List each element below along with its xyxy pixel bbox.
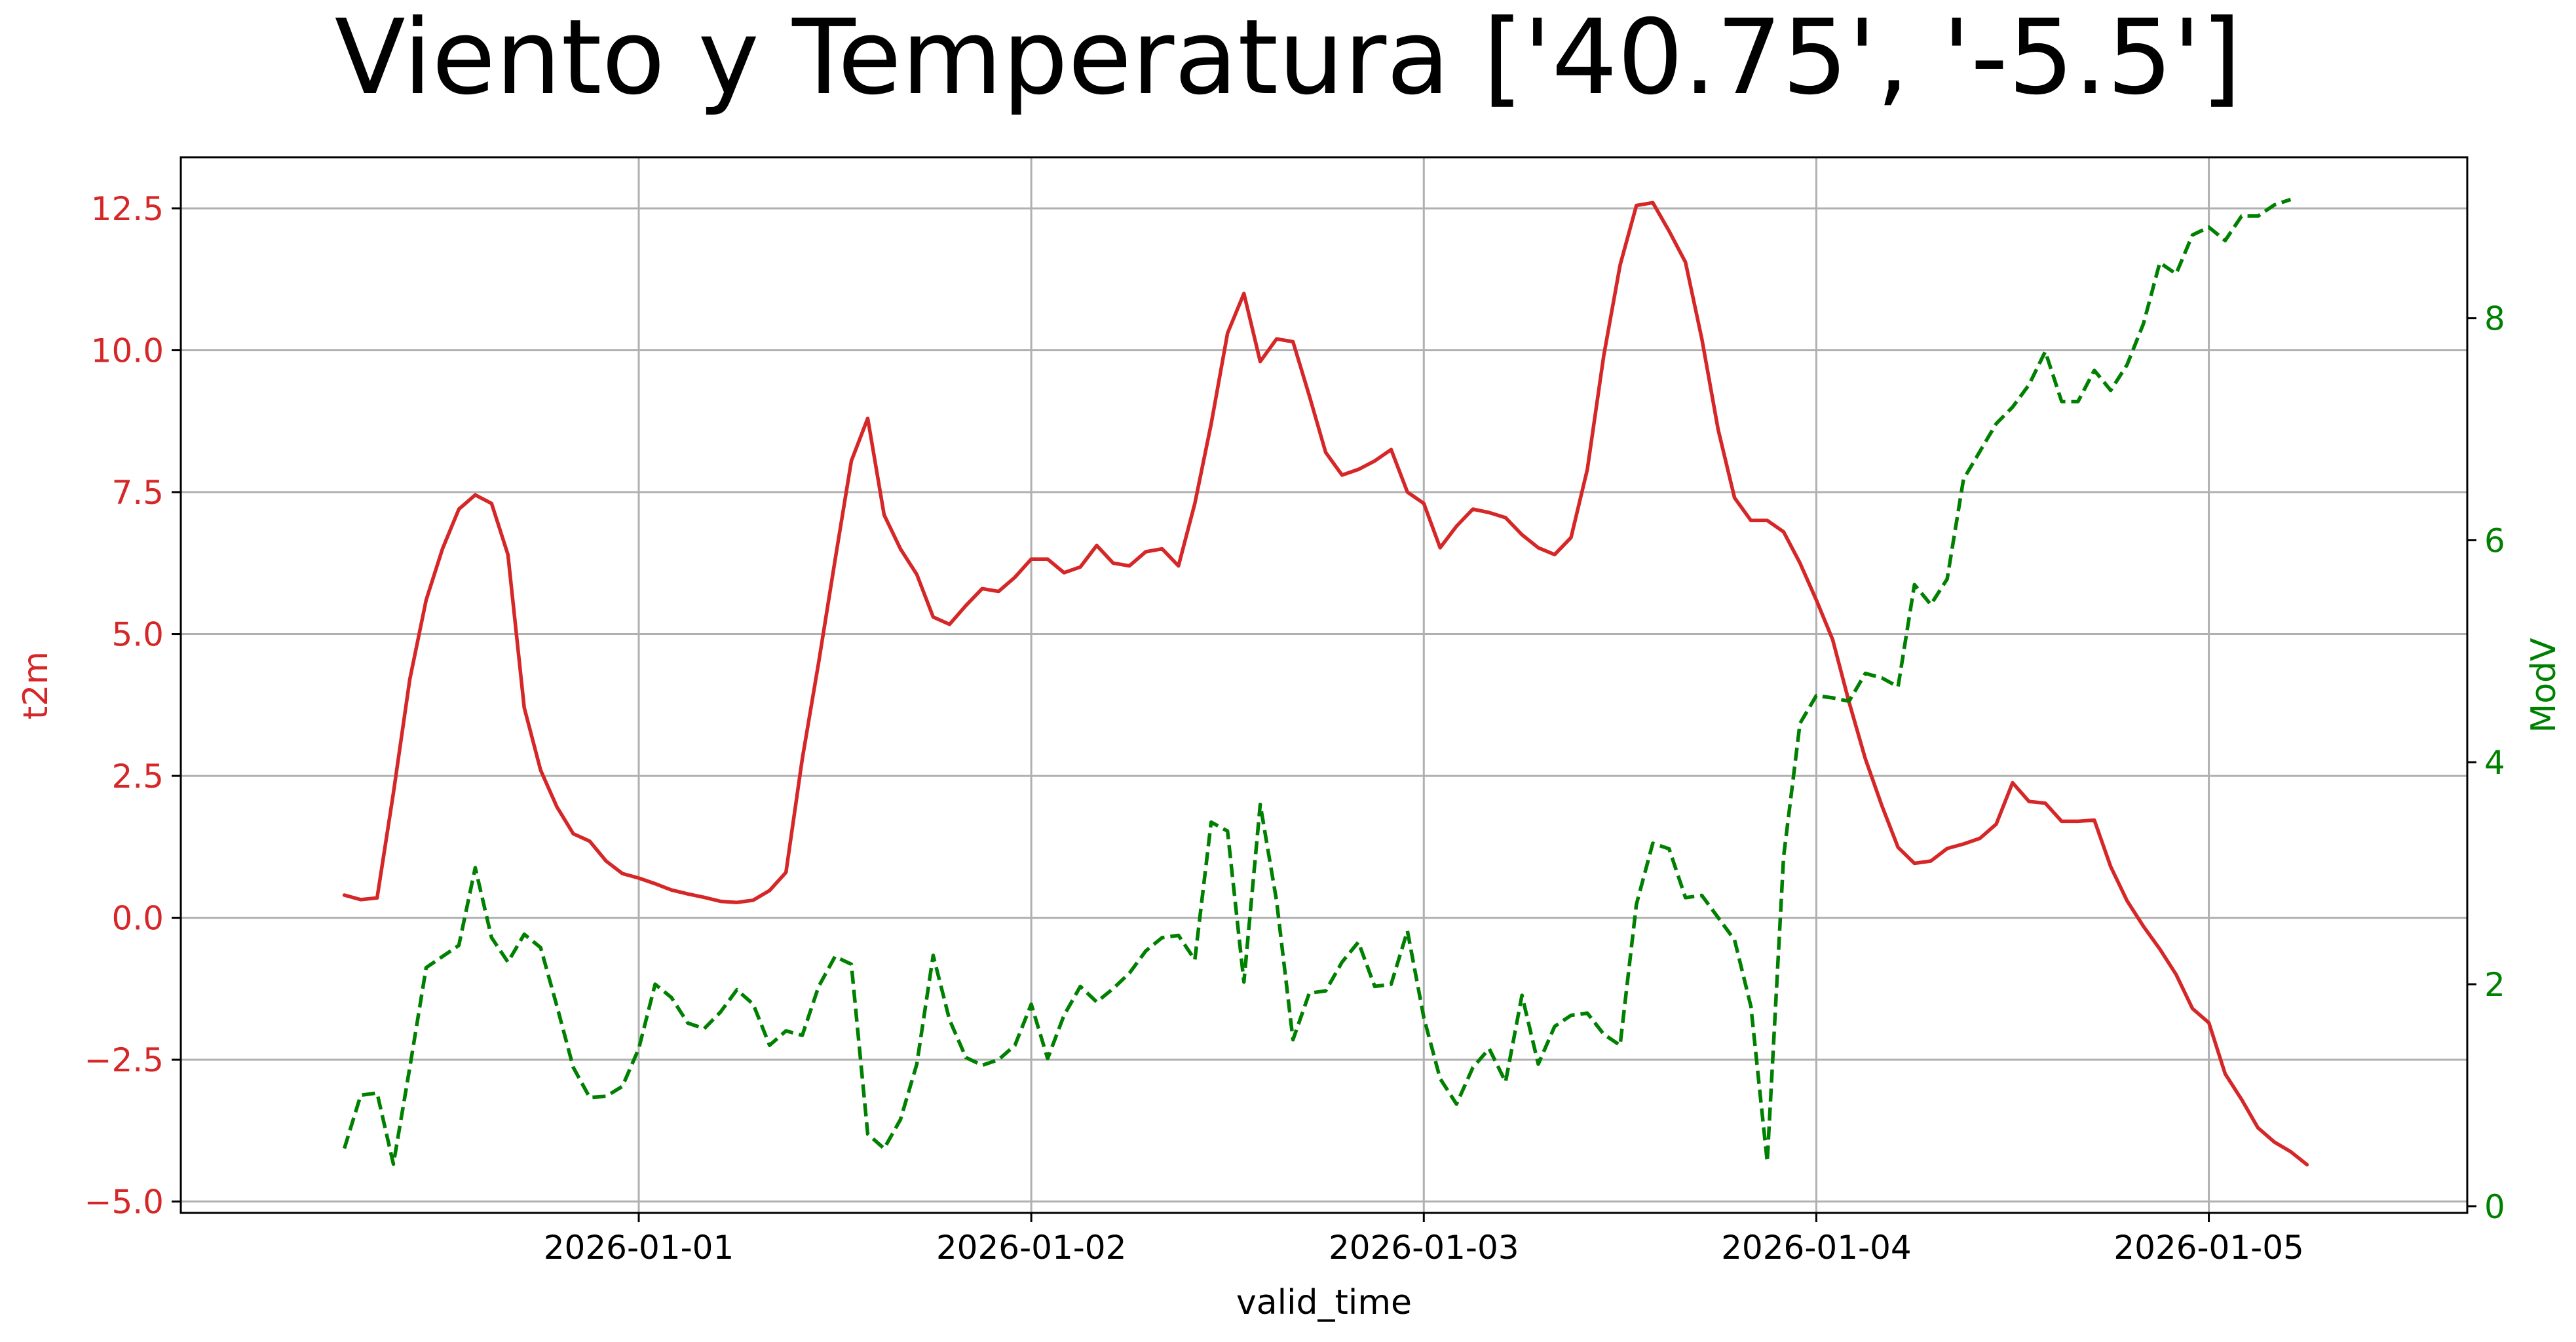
y-right-tick-label: 4 [2484, 744, 2505, 782]
series-line-t2m [342, 201, 2309, 1167]
plot-frame [180, 156, 2469, 1214]
x-tick-label: 2026-01-04 [1721, 1229, 1912, 1267]
y-right-tick-label: 6 [2484, 522, 2505, 560]
axes-layer: 2026-01-01 2026-01-02 2026-01-03 2026-01-04… [85, 190, 2505, 1267]
grid-lines [181, 157, 2467, 1213]
y-right-tick-label: 2 [2484, 966, 2505, 1004]
x-axis-label: valid_time [1236, 1283, 1412, 1322]
y-left-tick-label: 0.0 [111, 900, 164, 938]
x-tick-label: 2026-01-03 [1329, 1229, 1519, 1267]
y-left-tick-label: 12.5 [91, 190, 164, 228]
y-left-tick-label: −2.5 [85, 1041, 164, 1079]
x-tick-label: 2026-01-01 [544, 1229, 734, 1267]
x-tick-label: 2026-01-02 [936, 1229, 1127, 1267]
series-line-modv [342, 197, 2292, 1166]
y-left-tick-label: 2.5 [111, 757, 164, 796]
series-layer [342, 197, 2309, 1167]
y-left-tick-label: −5.0 [85, 1183, 164, 1221]
y-right-tick-label: 0 [2484, 1188, 2505, 1226]
y-left-tick-label: 10.0 [91, 332, 164, 370]
y-left-tick-label: 5.0 [111, 616, 164, 654]
y-axis-right-label: ModV [2524, 638, 2564, 733]
x-tick-label: 2026-01-05 [2113, 1229, 2304, 1267]
chart-title: Viento y Temperatura ['40.75', '-5.5'] [335, 0, 2242, 118]
y-left-tick-label: 7.5 [111, 474, 164, 512]
y-axis-left-label: t2m [16, 651, 56, 719]
y-right-tick-label: 8 [2484, 300, 2505, 338]
